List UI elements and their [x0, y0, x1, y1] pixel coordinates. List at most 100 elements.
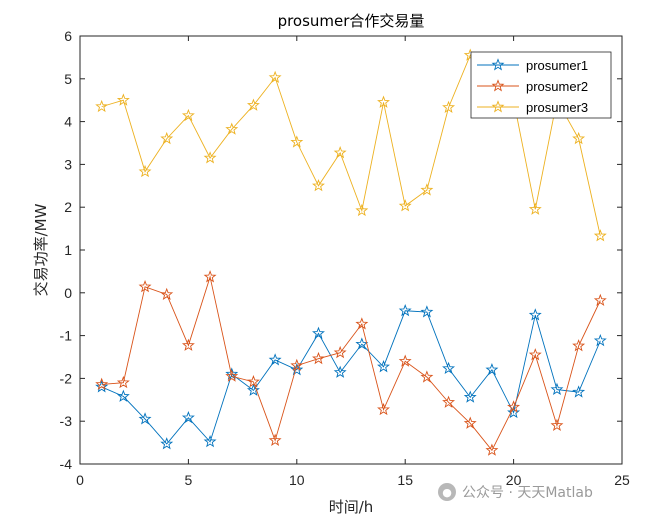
- x-tick-label: 20: [506, 472, 522, 488]
- data-point: [333, 365, 347, 378]
- data-point: [312, 326, 325, 339]
- data-point: [312, 179, 325, 192]
- data-point: [572, 385, 586, 398]
- data-point: [116, 375, 130, 389]
- series-line: [101, 275, 601, 452]
- data-point: [290, 135, 304, 148]
- series-prosumer1: [95, 303, 607, 450]
- data-point: [442, 100, 456, 113]
- y-tick-label: 6: [64, 28, 72, 44]
- data-point: [355, 337, 369, 350]
- data-point: [528, 202, 542, 215]
- y-tick-label: -4: [60, 456, 73, 472]
- x-tick-label: 0: [76, 472, 84, 488]
- data-point: [181, 108, 195, 122]
- data-point: [593, 333, 607, 347]
- data-point: [420, 370, 434, 383]
- data-point: [225, 122, 239, 135]
- data-point: [312, 351, 325, 365]
- y-tick-label: 1: [64, 242, 72, 258]
- legend-label: prosumer2: [526, 79, 588, 94]
- data-point: [116, 93, 130, 106]
- data-point: [550, 382, 564, 396]
- y-tick-label: -2: [60, 370, 73, 386]
- series-prosumer2: [95, 270, 607, 456]
- data-point: [463, 416, 477, 429]
- x-tick-label: 10: [289, 472, 305, 488]
- data-point: [138, 412, 152, 425]
- data-point: [398, 303, 412, 317]
- data-point: [225, 369, 239, 382]
- x-tick-label: 5: [185, 472, 193, 488]
- data-point: [398, 354, 412, 367]
- data-point: [355, 317, 369, 330]
- data-point: [377, 360, 390, 373]
- data-point: [138, 164, 152, 178]
- legend: prosumer1 prosumer2 prosumer3: [470, 51, 612, 119]
- data-point: [246, 383, 260, 396]
- y-tick-label: -1: [60, 328, 73, 344]
- data-point: [181, 338, 195, 351]
- y-tick-label: 5: [64, 71, 72, 87]
- data-point: [138, 280, 152, 293]
- watermark-text: 公众号 · 天天Matlab: [462, 485, 593, 501]
- data-point: [246, 98, 260, 111]
- data-point: [593, 293, 607, 306]
- data-point: [377, 402, 390, 416]
- data-point: [333, 146, 347, 159]
- y-tick-label: 0: [64, 285, 72, 301]
- y-axis-label: 交易功率/MW: [32, 203, 50, 296]
- data-point: [95, 377, 109, 390]
- data-point: [268, 433, 282, 446]
- data-point: [593, 229, 607, 242]
- data-point: [290, 358, 304, 372]
- x-tick-label: 25: [614, 472, 630, 488]
- chart-title: prosumer合作交易量: [278, 12, 425, 30]
- data-point: [116, 389, 130, 402]
- data-point: [550, 418, 564, 431]
- data-point: [420, 305, 434, 318]
- data-point: [528, 308, 542, 321]
- wechat-icon: ●: [438, 483, 456, 501]
- data-point: [572, 131, 586, 145]
- data-point: [355, 203, 369, 217]
- data-point: [160, 287, 174, 300]
- y-tick-label: 4: [64, 114, 72, 130]
- data-point: [160, 131, 174, 145]
- legend-label: prosumer3: [526, 100, 588, 115]
- data-point: [290, 363, 304, 376]
- data-point: [95, 380, 109, 393]
- data-point: [160, 437, 174, 450]
- data-point: [420, 183, 434, 196]
- data-point: [507, 405, 521, 419]
- watermark: ● 公众号 · 天天Matlab: [438, 482, 593, 502]
- data-point: [203, 434, 217, 448]
- data-point: [377, 95, 390, 108]
- y-tick-label: 2: [64, 199, 72, 215]
- data-point: [333, 345, 347, 359]
- data-point: [463, 390, 477, 403]
- x-tick-label: 15: [397, 472, 413, 488]
- legend-label: prosumer1: [526, 58, 588, 73]
- data-point: [572, 339, 586, 352]
- data-point: [507, 400, 521, 413]
- series-layer: [95, 48, 607, 456]
- data-point: [268, 353, 282, 366]
- legend-marker: [491, 79, 505, 92]
- y-tick-label: -3: [60, 413, 73, 429]
- data-point: [181, 410, 195, 424]
- y-tick-label: 3: [64, 156, 72, 172]
- data-point: [268, 70, 282, 84]
- legend-marker: [491, 58, 505, 71]
- data-point: [442, 395, 456, 408]
- x-axis-label: 时间/h: [329, 498, 374, 516]
- data-point: [485, 443, 499, 456]
- data-point: [203, 270, 217, 283]
- data-point: [442, 361, 456, 375]
- data-point: [528, 348, 542, 361]
- legend-marker: [491, 100, 505, 113]
- data-point: [485, 363, 499, 376]
- data-point: [95, 99, 109, 113]
- data-point: [246, 375, 260, 388]
